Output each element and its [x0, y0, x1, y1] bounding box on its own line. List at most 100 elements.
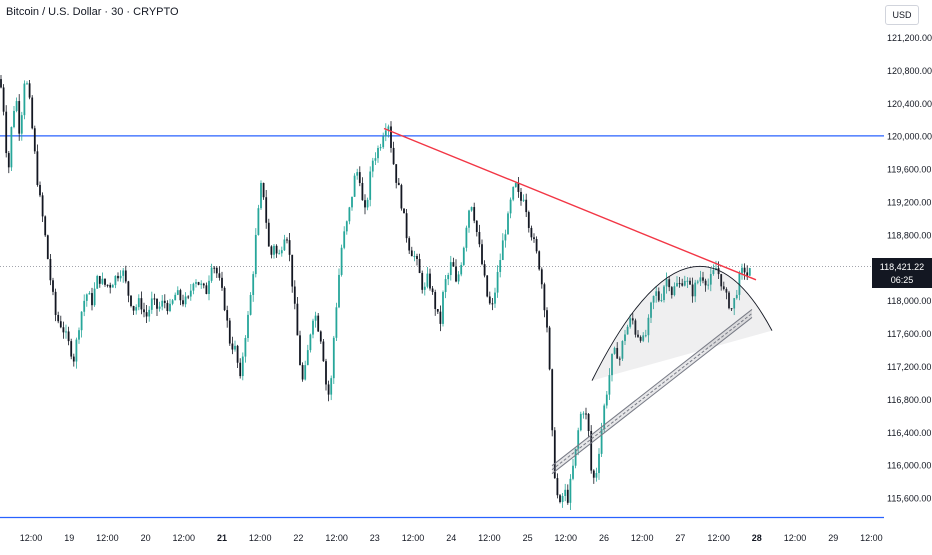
candle-body — [624, 334, 626, 342]
candle-body — [44, 216, 47, 236]
candle-body — [202, 283, 205, 286]
candle-body — [54, 291, 57, 315]
candle-body — [7, 153, 10, 168]
candle-body — [683, 280, 686, 286]
candle-body — [595, 473, 598, 478]
candle-body — [553, 430, 556, 479]
candle-body — [33, 128, 36, 152]
candle-body — [130, 295, 132, 307]
y-tick-label: 120,000.00 — [887, 132, 932, 142]
candle-body — [312, 320, 314, 335]
candle-body — [540, 269, 543, 285]
x-tick-label: 12:00 — [478, 533, 501, 543]
candle-body — [746, 272, 749, 276]
arc-pattern[interactable] — [591, 265, 773, 381]
candle-body — [345, 221, 348, 232]
channel-upper-line[interactable] — [551, 309, 753, 467]
x-tick-label: 12:00 — [631, 533, 654, 543]
candle-body — [278, 253, 281, 255]
candle-body — [618, 358, 621, 360]
candle-body — [236, 345, 239, 363]
candle-body — [358, 172, 361, 183]
candle-body — [631, 318, 634, 321]
candle-body — [429, 273, 431, 289]
channel-middle-line[interactable] — [551, 313, 753, 471]
price-badge-countdown: 06:25 — [891, 275, 914, 285]
candle-body — [26, 83, 28, 85]
x-tick-label: 19 — [64, 533, 74, 543]
last-price-badge: 118,421.22 06:25 — [872, 258, 932, 288]
candle-body — [712, 270, 715, 274]
candle-body — [598, 453, 600, 474]
channel-lower-line[interactable] — [551, 317, 753, 475]
candle-body — [436, 309, 439, 312]
candle-body — [665, 279, 668, 287]
candle-body — [538, 251, 541, 270]
candle-body — [210, 267, 213, 281]
y-tick-label: 117,600.00 — [887, 329, 931, 339]
candle-body — [96, 276, 99, 289]
candle-body — [431, 288, 434, 293]
x-tick-label: 21 — [217, 533, 227, 543]
candle-body — [501, 240, 504, 261]
candle-body — [634, 320, 637, 335]
candle-body — [200, 283, 203, 285]
candle-body — [434, 292, 437, 310]
candle-body — [733, 298, 736, 309]
y-tick-label: 116,800.00 — [887, 395, 931, 405]
candle-body — [611, 353, 613, 376]
candle-body — [338, 274, 340, 308]
candle-body — [475, 220, 478, 232]
candle-body — [20, 115, 23, 134]
candle-body — [13, 110, 15, 128]
y-tick-label: 117,200.00 — [887, 362, 931, 372]
candle-body — [748, 268, 751, 276]
candle-body — [673, 286, 676, 296]
candle-body — [273, 245, 275, 255]
y-tick-label: 120,800.00 — [887, 66, 932, 76]
candle-body — [418, 259, 421, 273]
candle-body — [101, 278, 104, 284]
drawings[interactable] — [383, 127, 773, 475]
candle-body — [127, 281, 130, 296]
candle-body — [530, 227, 533, 238]
candle-body — [241, 356, 244, 377]
x-tick-label: 24 — [446, 533, 456, 543]
symbol-title: Bitcoin / U.S. Dollar · 30 · CRYPTO — [6, 6, 179, 18]
candle-body — [709, 273, 712, 285]
candle-body — [379, 147, 382, 149]
candle-body — [28, 83, 31, 98]
candle-body — [566, 489, 569, 503]
candle-body — [702, 277, 704, 281]
red-trendline[interactable] — [383, 127, 757, 281]
candle-body — [525, 199, 528, 213]
candle-body — [322, 341, 325, 362]
x-tick-label: 12:00 — [784, 533, 807, 543]
currency-button[interactable]: USD — [885, 5, 919, 25]
candle-body — [629, 318, 632, 327]
candle-body — [299, 335, 301, 366]
candle-body — [179, 290, 182, 301]
candle-body — [691, 284, 694, 297]
candle-body — [208, 280, 210, 294]
candle-body — [156, 298, 158, 309]
x-tick-label: 27 — [675, 533, 685, 543]
candle-body — [442, 292, 444, 324]
candle-body — [452, 262, 455, 267]
candle-body — [465, 227, 468, 248]
candle-body — [0, 79, 2, 88]
candle-body — [137, 298, 140, 308]
price-badge-value: 118,421.22 — [880, 262, 924, 272]
candle-body — [254, 234, 257, 275]
time-axis[interactable]: 12:00 19 12:00 20 12:00 21 12:00 22 12:00 23 12:00… — [20, 533, 883, 543]
candle-body — [387, 126, 390, 131]
candle-body — [444, 279, 447, 293]
y-tick-label: 116,400.00 — [887, 428, 931, 438]
candle-body — [704, 280, 707, 286]
candle-body — [280, 250, 283, 254]
candle-body — [163, 300, 166, 303]
candle-body — [533, 237, 535, 240]
candle-body — [46, 235, 49, 260]
